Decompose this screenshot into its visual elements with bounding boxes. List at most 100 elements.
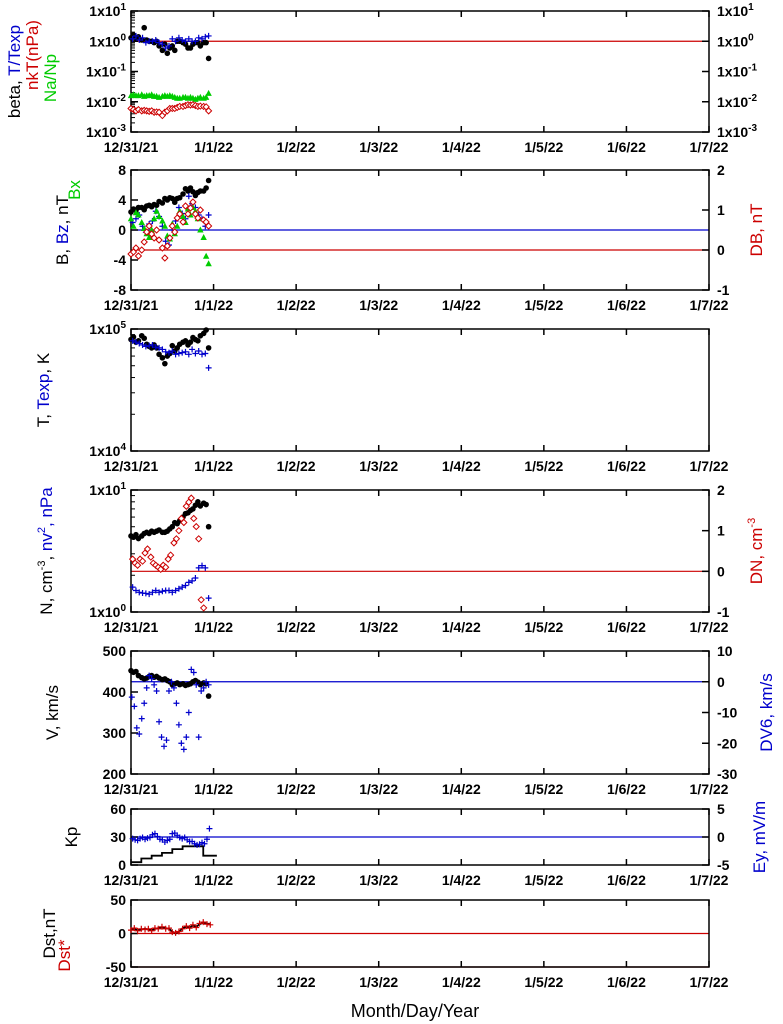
data-point [155, 213, 163, 219]
series-4 [127, 100, 213, 120]
data-point [138, 715, 145, 722]
data-point [192, 350, 199, 357]
x-tick-label: 1/6/22 [607, 297, 646, 313]
data-point [192, 38, 199, 45]
data-point [143, 545, 152, 553]
data-point [195, 34, 202, 41]
data-point [152, 344, 159, 351]
data-point [152, 587, 159, 594]
data-point [179, 213, 187, 219]
data-point [202, 564, 209, 571]
data-point [195, 348, 202, 355]
data-point [196, 206, 205, 214]
right-y-tick-label: 10 [717, 643, 733, 659]
x-tick-label: 1/5/22 [524, 139, 563, 155]
data-point [163, 737, 170, 744]
data-point [138, 557, 147, 565]
data-point [176, 194, 183, 201]
data-point [183, 923, 190, 930]
data-point [189, 577, 196, 584]
data-point [205, 595, 212, 602]
data-point [200, 684, 207, 691]
data-point [198, 687, 205, 694]
data-point [199, 35, 206, 42]
x-tick-label: 1/7/22 [690, 619, 729, 635]
data-point [162, 44, 169, 51]
series-1 [128, 327, 212, 367]
data-point [176, 210, 184, 218]
data-point [146, 591, 153, 598]
right-y-tick-label: -1 [717, 282, 730, 298]
plot-frame [130, 650, 710, 775]
x-tick-label: 1/3/22 [359, 139, 398, 155]
x-axis-title: Month/Day/Year [351, 1001, 479, 1021]
data-point [171, 47, 178, 54]
data-point [141, 335, 148, 342]
data-point [189, 921, 196, 928]
data-point [138, 246, 146, 254]
data-point [155, 925, 162, 932]
data-point [136, 589, 143, 596]
data-point [165, 349, 172, 356]
x-tick-label: 1/5/22 [524, 297, 563, 313]
data-point [195, 535, 203, 543]
y-tick-label: 1x105 [89, 320, 126, 337]
data-point [181, 202, 190, 210]
data-point [135, 211, 142, 218]
data-point [133, 561, 142, 569]
panel-2: 12/31/21 1/1/22 1/2/22 1/3/22 1/4/22 1/5/22 1/… [53, 162, 766, 313]
data-point [205, 32, 212, 39]
y-tick-label: 1x101 [89, 2, 126, 19]
data-point [172, 587, 179, 594]
data-point [139, 34, 146, 41]
data-point [172, 38, 179, 45]
x-tick-label: 12/31/21 [104, 974, 159, 990]
data-point [187, 339, 194, 345]
data-point [200, 234, 207, 240]
x-tick-label: 1/2/22 [277, 297, 316, 313]
data-point [142, 926, 149, 933]
panels-group: 12/31/21 1/1/22 1/2/22 1/3/22 1/4/22 1/5/22 1/… [5, 2, 776, 990]
x-tick-label: 1/2/22 [277, 139, 316, 155]
x-tick-label: 1/7/22 [690, 297, 729, 313]
x-tick-label: 12/31/21 [104, 619, 159, 635]
left-axis-label-2: Dst* [55, 939, 74, 972]
data-point [159, 217, 166, 224]
data-point [142, 590, 149, 597]
right-y-tick-label: -30 [717, 766, 737, 782]
data-point [141, 700, 148, 707]
right-y-tick-label: 1x10-2 [717, 93, 757, 110]
data-point [129, 35, 136, 42]
y-tick-label: 4 [118, 192, 126, 208]
data-point [169, 43, 176, 49]
data-point [136, 731, 143, 738]
x-tick-label: 1/1/22 [194, 872, 233, 888]
data-point [169, 929, 176, 936]
data-point [175, 34, 182, 41]
data-point [185, 193, 192, 200]
data-point [199, 604, 208, 612]
data-point [151, 925, 158, 932]
right-y-tick-label: -1 [717, 604, 730, 620]
data-point [190, 669, 197, 676]
data-point [197, 226, 204, 233]
series-2 [128, 666, 212, 753]
y-tick-label: 400 [103, 684, 127, 700]
data-point [175, 721, 182, 728]
series-4 [127, 198, 213, 262]
x-tick-label: 1/3/22 [359, 781, 398, 797]
right-y-tick-label: 1x10-1 [717, 63, 757, 80]
x-tick-label: 1/4/22 [442, 297, 481, 313]
data-point [166, 836, 173, 843]
data-point [187, 494, 195, 502]
x-tick-label: 1/5/22 [524, 458, 563, 474]
series-3 [128, 494, 208, 612]
series-2 [128, 919, 214, 936]
data-point [193, 924, 200, 931]
left-axis-label: T, Texp, K [34, 352, 53, 427]
data-point [201, 840, 208, 847]
right-axis-label: Ey, mV/m [750, 801, 769, 873]
data-point [128, 694, 135, 701]
data-point [149, 341, 156, 348]
